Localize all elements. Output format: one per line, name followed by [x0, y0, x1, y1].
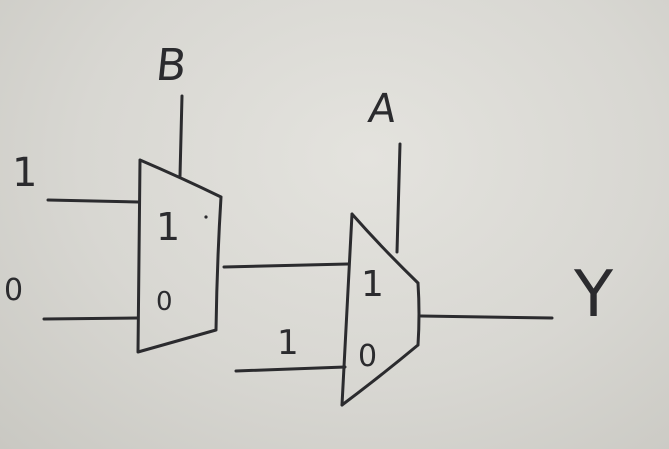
mux2-port1-label: 1: [361, 264, 384, 305]
mux1-input1-wire: [46, 198, 140, 204]
output-label: Y: [573, 258, 614, 332]
mux1-pencil-dot: [204, 215, 208, 219]
mux1-select-label: B: [153, 40, 189, 91]
mux1-input0-wire: [42, 316, 140, 321]
mux2-trapezoid-body: [340, 212, 421, 407]
mux1-port0-label: 0: [156, 287, 173, 317]
mux1-port1-label: 1: [156, 205, 180, 249]
mux2: A 1 1 0: [234, 86, 554, 407]
mux2-port0-label: 0: [358, 339, 377, 374]
mux1-input0-label: 0: [4, 273, 23, 308]
output-wire: [419, 314, 554, 320]
mux1-to-mux2-wire: [222, 262, 350, 269]
mux1-trapezoid-body: [136, 158, 223, 354]
mux1: B 1 0 1 0: [4, 40, 223, 354]
mux2-input0-side-label: 1: [277, 323, 299, 363]
mux1-select-line: [178, 94, 184, 178]
mux2-input0-wire: [234, 365, 347, 373]
mux2-select-label: A: [365, 86, 399, 132]
mux1-input1-label: 1: [12, 150, 37, 196]
mux2-select-line: [395, 142, 402, 254]
